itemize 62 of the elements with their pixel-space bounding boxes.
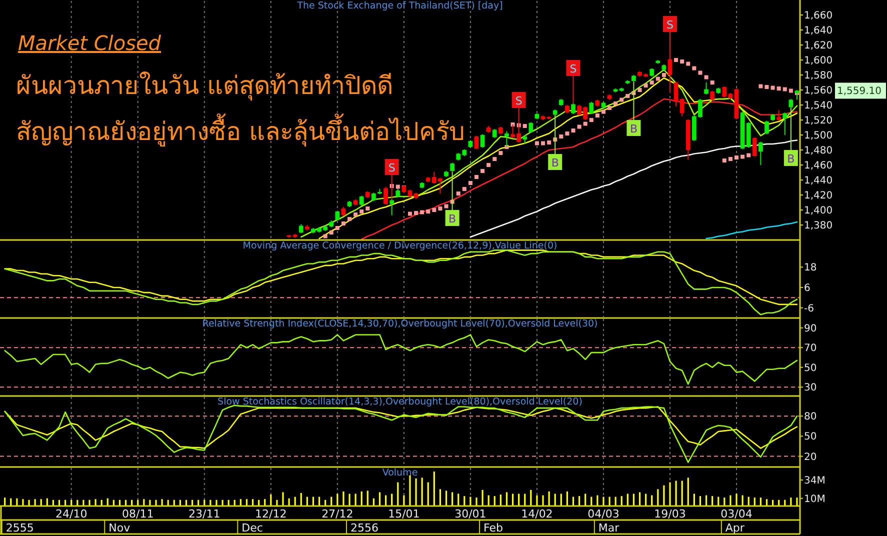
text: Apr [725, 522, 745, 534]
x-tick-label: 04/03 [588, 508, 620, 520]
y-tick-label: 34M [804, 476, 826, 486]
y-tick-label: 1,600 [804, 56, 833, 66]
y-tick-label: 10M [804, 494, 826, 505]
chart-title: Volume [382, 468, 418, 478]
x-tick-label: 19/03 [654, 508, 686, 520]
text: Feb [484, 522, 504, 534]
annotation: B [787, 152, 795, 166]
chart-title: Slow Stochastics Oscillator(14,3,3),Overbought Level(80),Oversold Level(20) [218, 396, 582, 408]
y-tick-label: 1,420 [804, 190, 833, 202]
x-tick-label: 30/01 [454, 508, 486, 520]
text: Dec [242, 522, 263, 534]
annotation: Market Closed [18, 31, 162, 55]
chart-title: The Stock Exchange of Thailand(SET) [day] [296, 0, 503, 12]
text: Mar [598, 522, 620, 534]
y-tick-label: 1,560 [804, 86, 833, 96]
annotation: S [666, 18, 674, 32]
x-tick-label: 12/12 [255, 508, 287, 520]
y-tick-label: 1,460 [804, 160, 833, 172]
y-tick-label: 1,640 [804, 26, 833, 36]
y-tick-label: 1,440 [804, 176, 833, 186]
y-tick-label: 1,620 [804, 40, 833, 52]
annotation: S [570, 62, 577, 76]
y-tick-label: 1,580 [804, 70, 833, 82]
text: 2556 [350, 522, 379, 534]
y-tick-label: 1,500 [804, 130, 833, 142]
x-tick-label: 24/10 [56, 508, 88, 520]
y-tick-label: 1,400 [804, 206, 833, 216]
annotation: B [630, 122, 638, 136]
chart-title: Moving Average Convergence / Divergence(26,12,9),Value Line(0) [242, 240, 558, 252]
annotation: B [448, 212, 456, 226]
x-tick-label: 23/11 [188, 508, 220, 520]
annotation: B [551, 156, 559, 170]
annotation: สัญญาณยังอยู่ทางซื้อ และลุ้นขึ้นต่อไปครับ [16, 113, 465, 147]
x-tick-label: 03/04 [720, 508, 752, 520]
y-tick-label: 18 [804, 262, 817, 274]
y-tick-label: 1,480 [804, 146, 833, 156]
y-tick-label: 1,540 [804, 100, 833, 112]
y-tick-label: 50 [804, 362, 817, 374]
x-tick-label: 08/11 [122, 508, 154, 520]
y-tick-label: 30 [804, 382, 817, 394]
annotation: S [515, 94, 522, 108]
chart-title: Relative Strength Index(CLOSE,14,30,70),Overbought Level(70),Oversold Level(30) [202, 318, 598, 330]
y-tick-label: 80 [804, 412, 817, 423]
y-tick-label: 6 [804, 282, 810, 294]
annotation: ผันผวนภายในวัน แต่สุดท้ายทำปิดดี [16, 71, 393, 101]
text: 1,559.10 [837, 86, 882, 98]
text: 2555 [6, 522, 34, 534]
y-tick-label: 1,520 [804, 116, 833, 126]
y-tick-label: 1,380 [804, 220, 833, 232]
y-tick-label: 50 [804, 432, 817, 443]
x-tick-label: 15/01 [388, 508, 420, 520]
y-tick-label: 70 [804, 343, 817, 354]
annotation: S [388, 162, 396, 174]
y-tick-label: -6 [804, 303, 814, 314]
y-tick-label: 1,660 [804, 10, 833, 22]
x-tick-label: 27/12 [322, 508, 354, 520]
y-tick-label: 20 [804, 452, 817, 463]
x-tick-label: 14/02 [521, 508, 553, 520]
y-tick-label: 90 [804, 323, 817, 334]
text: Nov [108, 522, 131, 534]
